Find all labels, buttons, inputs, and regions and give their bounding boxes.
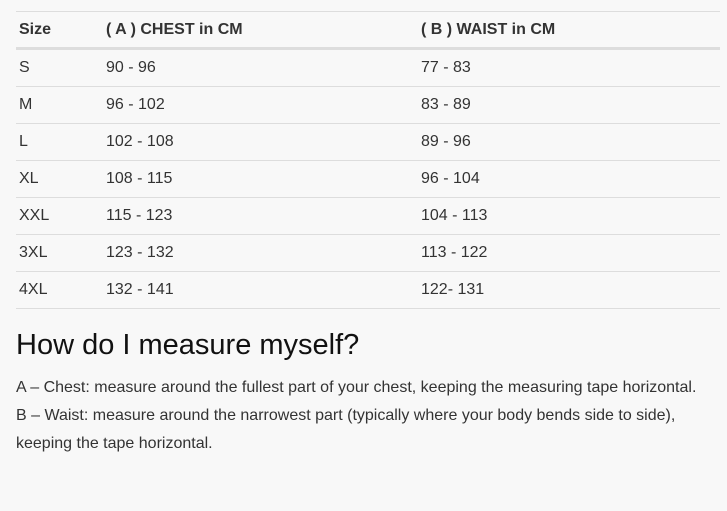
cell-waist: 89 - 96	[418, 123, 720, 161]
table-row: L 102 - 108 89 - 96	[16, 123, 720, 161]
cell-chest: 96 - 102	[103, 86, 418, 124]
cell-waist: 77 - 83	[418, 48, 720, 87]
size-table: Size ( A ) CHEST in CM ( B ) WAIST in CM…	[16, 11, 720, 309]
cell-size: M	[16, 86, 103, 124]
header-waist: ( B ) WAIST in CM	[418, 11, 720, 50]
header-chest: ( A ) CHEST in CM	[103, 11, 418, 50]
cell-chest: 132 - 141	[103, 271, 418, 309]
cell-waist: 83 - 89	[418, 86, 720, 124]
cell-waist: 104 - 113	[418, 197, 720, 235]
cell-size: XXL	[16, 197, 103, 235]
table-row: XXL 115 - 123 104 - 113	[16, 197, 720, 235]
table-row: 4XL 132 - 141 122- 131	[16, 271, 720, 309]
chest-instruction: A – Chest: measure around the fullest pa…	[16, 379, 697, 396]
measure-heading: How do I measure myself?	[16, 329, 360, 361]
cell-waist: 122- 131	[418, 271, 720, 309]
cell-chest: 108 - 115	[103, 160, 418, 198]
cell-chest: 102 - 108	[103, 123, 418, 161]
cell-chest: 123 - 132	[103, 234, 418, 272]
cell-size: 3XL	[16, 234, 103, 272]
cell-chest: 90 - 96	[103, 48, 418, 87]
cell-size: L	[16, 123, 103, 161]
cell-waist: 113 - 122	[418, 234, 720, 272]
table-row: 3XL 123 - 132 113 - 122	[16, 234, 720, 272]
waist-instruction: B – Waist: measure around the narrowest …	[16, 407, 676, 452]
table-header-row: Size ( A ) CHEST in CM ( B ) WAIST in CM	[16, 11, 720, 50]
cell-size: S	[16, 48, 103, 87]
cell-chest: 115 - 123	[103, 197, 418, 235]
table-row: XL 108 - 115 96 - 104	[16, 160, 720, 198]
cell-size: XL	[16, 160, 103, 198]
header-size: Size	[16, 11, 103, 50]
table-row: M 96 - 102 83 - 89	[16, 86, 720, 124]
cell-waist: 96 - 104	[418, 160, 720, 198]
cell-size: 4XL	[16, 271, 103, 309]
size-guide: Size ( A ) CHEST in CM ( B ) WAIST in CM…	[16, 11, 720, 458]
table-row: S 90 - 96 77 - 83	[16, 48, 720, 87]
